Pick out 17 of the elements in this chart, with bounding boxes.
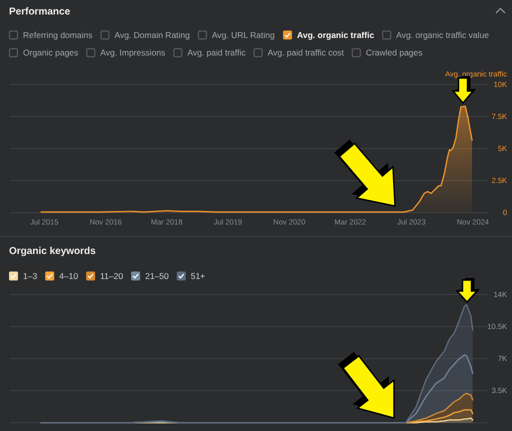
text: Avg. paid traffic cost	[268, 48, 344, 58]
text: Organic pages	[23, 48, 78, 58]
text: Avg. organic traffic value	[396, 30, 490, 40]
text: Avg. Domain Rating	[114, 30, 190, 40]
legend-label: 21–50	[145, 271, 170, 281]
text: Avg. paid traffic	[187, 48, 246, 58]
legend-label: 11–20	[100, 271, 124, 281]
legend-label: 4–10	[59, 271, 78, 281]
text: Avg. Impressions	[100, 48, 166, 58]
legend-label: Avg. organic traffic	[297, 30, 374, 40]
chart-title: Organic keywords	[9, 246, 96, 257]
text: Crawled pages	[366, 48, 423, 58]
text: Referring domains	[23, 30, 92, 40]
chart-title: Performance	[9, 6, 71, 18]
text: Avg. URL Rating	[212, 30, 275, 40]
legend-label: 51+	[190, 271, 206, 281]
legend-label: 1–3	[23, 271, 38, 281]
